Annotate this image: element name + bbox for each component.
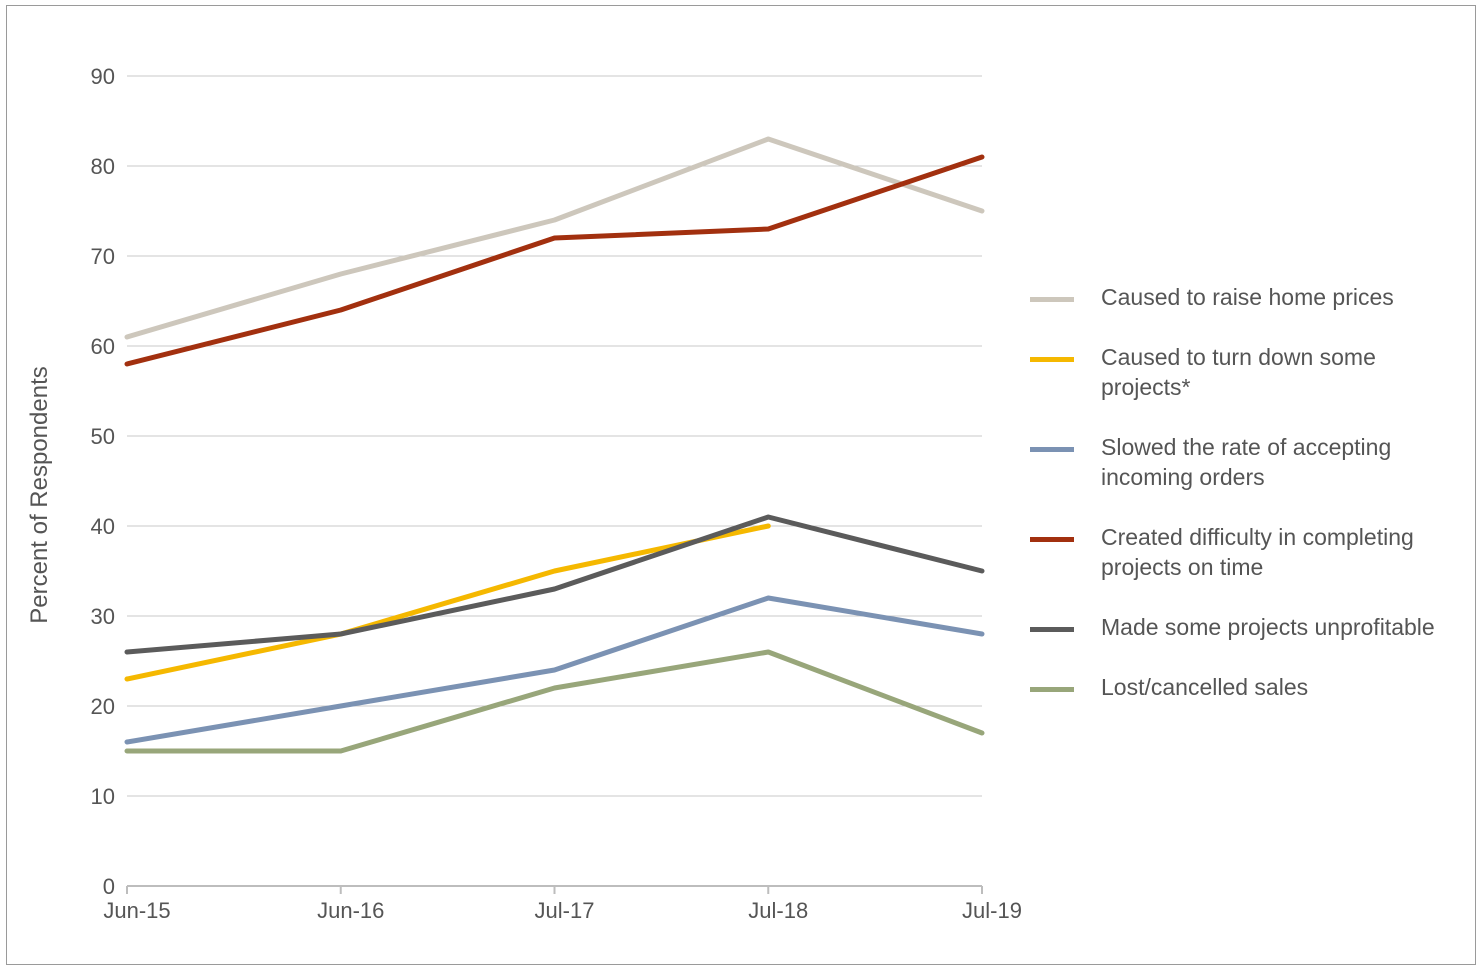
legend-swatch xyxy=(1030,687,1074,692)
legend-label: Caused to raise home prices xyxy=(1101,284,1394,310)
legend: Caused to raise home prices Caused to tur… xyxy=(1030,282,1470,732)
x-axis-ticks: Jun-15 Jun-16 Jul-17 Jul-18 Jul-19 xyxy=(103,886,1022,923)
y-tick-label: 80 xyxy=(91,154,115,179)
y-tick-label: 40 xyxy=(91,514,115,539)
y-tick-label: 30 xyxy=(91,604,115,629)
legend-item: Caused to turn down some projects* xyxy=(1030,342,1470,402)
y-tick-label: 60 xyxy=(91,334,115,359)
series-line xyxy=(124,649,985,754)
series-line xyxy=(124,136,985,340)
y-tick-label: 20 xyxy=(91,694,115,719)
x-tick-label: Jul-18 xyxy=(748,898,808,923)
series-lines xyxy=(124,136,985,754)
legend-swatch xyxy=(1030,357,1074,362)
series-line xyxy=(124,523,771,682)
x-tick-label: Jun-15 xyxy=(103,898,170,923)
series-line xyxy=(124,595,985,745)
series-line xyxy=(124,154,985,367)
legend-swatch xyxy=(1030,297,1074,302)
y-tick-label: 50 xyxy=(91,424,115,449)
series-line xyxy=(124,514,985,655)
legend-swatch xyxy=(1030,537,1074,542)
x-tick-label: Jun-16 xyxy=(317,898,384,923)
legend-item: Caused to raise home prices xyxy=(1030,282,1470,312)
legend-item: Created difficulty in completing project… xyxy=(1030,522,1470,582)
legend-swatch xyxy=(1030,447,1074,452)
y-tick-label: 10 xyxy=(91,784,115,809)
legend-label: Lost/cancelled sales xyxy=(1101,674,1309,700)
legend-label: Slowed the rate of accepting incoming or… xyxy=(1101,434,1392,490)
x-tick-label: Jul-17 xyxy=(535,898,595,923)
legend-item: Made some projects unprofitable xyxy=(1030,612,1470,642)
legend-swatch xyxy=(1030,627,1074,632)
y-axis-ticks: 0 10 20 30 40 50 60 70 80 90 xyxy=(91,64,115,899)
y-tick-label: 0 xyxy=(103,874,115,899)
x-tick-label: Jul-19 xyxy=(962,898,1022,923)
legend-item: Slowed the rate of accepting incoming or… xyxy=(1030,432,1470,492)
y-tick-label: 90 xyxy=(91,64,115,89)
y-tick-label: 70 xyxy=(91,244,115,269)
legend-item: Lost/cancelled sales xyxy=(1030,672,1470,702)
legend-label: Made some projects unprofitable xyxy=(1101,614,1435,640)
y-axis-label: Percent of Respondents xyxy=(26,366,53,624)
gridlines xyxy=(127,75,982,797)
legend-label: Caused to turn down some projects* xyxy=(1101,344,1376,400)
legend-label: Created difficulty in completing project… xyxy=(1101,524,1414,580)
